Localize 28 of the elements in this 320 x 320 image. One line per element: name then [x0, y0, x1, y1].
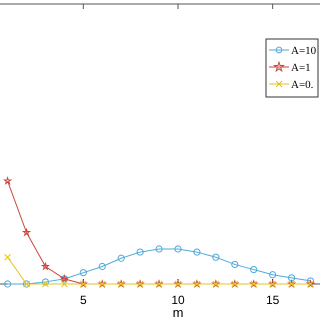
point	[136, 248, 144, 256]
point	[22, 228, 30, 236]
point	[174, 245, 182, 253]
point	[42, 280, 49, 288]
point	[118, 254, 125, 262]
point	[155, 245, 163, 253]
point	[4, 280, 12, 288]
point	[4, 254, 12, 261]
point	[193, 248, 201, 256]
legend-label: A=1	[291, 62, 311, 74]
point	[80, 269, 87, 276]
point	[4, 177, 12, 184]
point	[42, 278, 50, 286]
point	[288, 274, 296, 282]
point	[212, 254, 220, 261]
point	[269, 271, 276, 278]
x-axis-title: m	[172, 305, 184, 320]
point	[250, 266, 258, 274]
point	[231, 260, 238, 268]
point	[98, 262, 106, 270]
x-tick-label: 5	[80, 292, 87, 307]
point	[60, 280, 68, 288]
point	[42, 262, 50, 270]
point	[306, 277, 314, 284]
legend-label: A=0.	[291, 79, 314, 91]
legend-label: A=10	[291, 45, 317, 57]
x-tick-label: 15	[266, 292, 280, 307]
x-tick-label: 10	[171, 292, 185, 307]
